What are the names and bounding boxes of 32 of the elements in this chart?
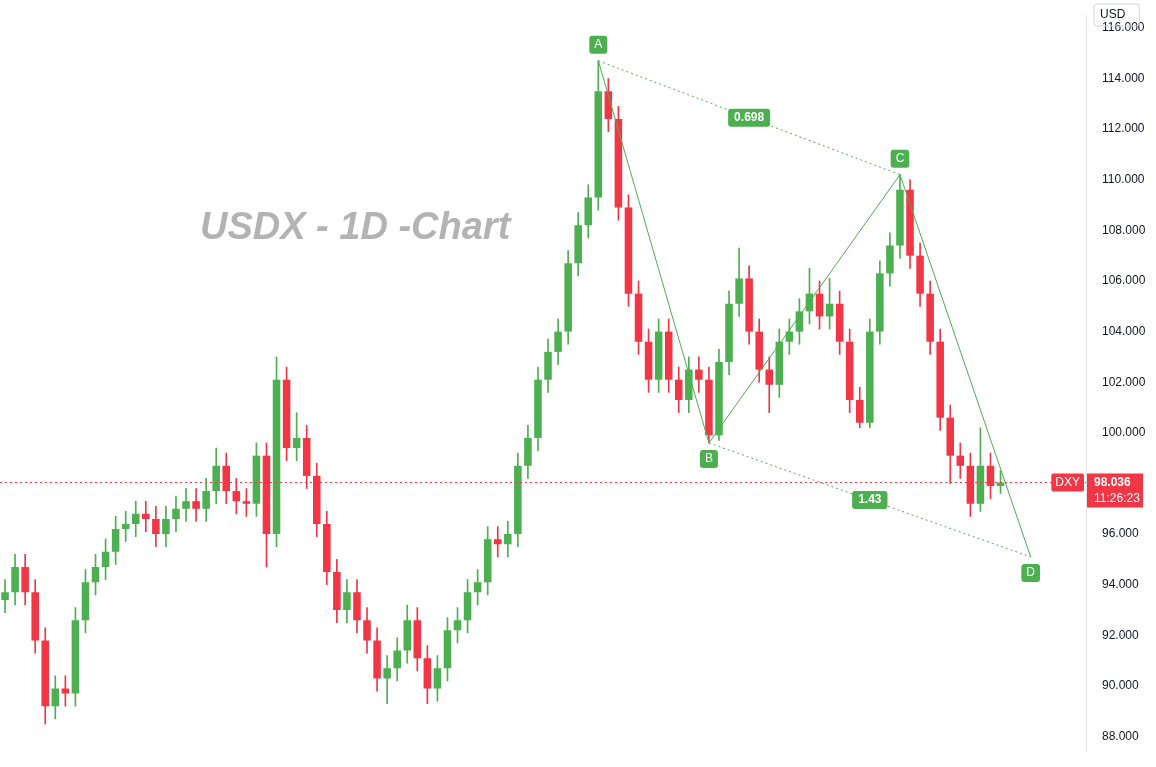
candlestick [192, 488, 200, 522]
annotation: 1.43 [858, 492, 882, 507]
y-tick-label: 108.000 [1102, 222, 1146, 237]
y-tick-label: 96.000 [1102, 526, 1140, 541]
annotation: 0.698 [734, 110, 765, 125]
candlestick [182, 488, 190, 522]
y-tick-label: 116.000 [1102, 20, 1145, 35]
candlestick [383, 655, 391, 705]
text: USDX - 1D -Chart [199, 204, 512, 247]
y-tick-label: 100.000 [1102, 425, 1146, 440]
y-tick-label: 114.000 [1102, 70, 1145, 85]
y-tick-label: 110.000 [1102, 172, 1145, 187]
annotation: B [704, 451, 713, 466]
candlestick [142, 500, 150, 532]
annotation: D [1026, 565, 1036, 580]
y-tick-label: 90.000 [1102, 678, 1140, 693]
y-tick-label: 112.000 [1102, 121, 1145, 136]
y-tick-label: 88.000 [1102, 728, 1140, 743]
annotation: C [895, 150, 905, 165]
ref-line-label: DXY [1055, 474, 1081, 489]
annotation: A [594, 37, 603, 52]
y-tick-label: 102.000 [1102, 374, 1146, 389]
text: 98.036 [1094, 474, 1132, 489]
y-tick-label: 94.000 [1102, 577, 1140, 592]
text: 11:26:23 [1094, 490, 1141, 505]
text: USD [1100, 7, 1126, 22]
y-tick-label: 92.000 [1102, 627, 1140, 642]
candlestick [121, 511, 130, 543]
candlestick [1, 579, 9, 613]
y-tick-label: 106.000 [1102, 273, 1146, 288]
y-tick-label: 104.000 [1102, 323, 1146, 338]
candlestick [493, 526, 502, 558]
